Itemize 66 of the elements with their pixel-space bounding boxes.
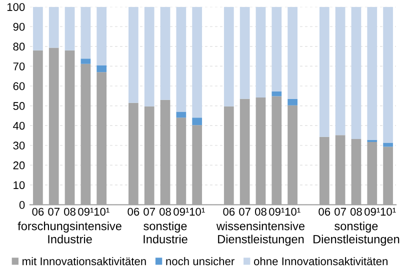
bar bbox=[96, 6, 107, 66]
bar bbox=[128, 6, 138, 103]
bar bbox=[176, 112, 186, 118]
text: sonstige Industrie bbox=[144, 222, 188, 244]
bar bbox=[272, 92, 282, 96]
bar bbox=[240, 6, 250, 99]
x-tick-label: 08 bbox=[254, 208, 266, 216]
bar bbox=[224, 6, 234, 106]
x-tick-label: 07 bbox=[144, 208, 155, 216]
bar bbox=[256, 6, 266, 98]
bar bbox=[335, 6, 346, 136]
bar bbox=[64, 6, 75, 50]
bar bbox=[48, 6, 59, 48]
y-tick-label: 40 bbox=[13, 122, 25, 130]
x-tick-label: 10¹ bbox=[94, 208, 110, 216]
x-tick-label: 07 bbox=[239, 208, 250, 216]
x-tick-label: 06 bbox=[32, 208, 44, 216]
x-tick-label: 06 bbox=[223, 208, 235, 216]
bar bbox=[33, 6, 43, 50]
bar bbox=[319, 6, 330, 137]
y-tick-label: 20 bbox=[13, 161, 25, 170]
text: sonstige Dienstleistungen bbox=[314, 222, 400, 246]
x-tick-label: 09¹ bbox=[174, 208, 189, 216]
bar bbox=[288, 6, 298, 99]
y-tick-label: 100 bbox=[7, 3, 25, 11]
bar bbox=[160, 6, 170, 100]
bar bbox=[367, 6, 378, 140]
x-tick-label: 06 bbox=[128, 208, 140, 216]
bar bbox=[367, 140, 378, 142]
x-tick-label: 08 bbox=[350, 208, 362, 216]
x-tick-label: 08 bbox=[64, 208, 76, 216]
x-tick-label: 10¹ bbox=[285, 208, 300, 216]
y-tick-label: 10 bbox=[14, 181, 25, 190]
bar bbox=[80, 6, 91, 59]
x-tick-label: 07 bbox=[48, 208, 60, 216]
y-tick-label: 80 bbox=[13, 42, 25, 51]
y-tick-label: 50 bbox=[13, 102, 25, 110]
x-tick-label: 06 bbox=[318, 208, 330, 216]
x-tick-label: 09¹ bbox=[269, 208, 284, 216]
bar bbox=[176, 6, 186, 112]
legend-label: mit Innovationsaktivitäten bbox=[22, 257, 146, 266]
bar bbox=[288, 98, 298, 106]
bar bbox=[96, 65, 107, 72]
x-tick-label: 09¹ bbox=[364, 208, 380, 216]
bar bbox=[272, 6, 282, 92]
y-tick-label: 90 bbox=[13, 22, 25, 31]
x-tick-label: 09¹ bbox=[78, 208, 94, 216]
bar bbox=[351, 6, 362, 140]
y-tick-label: 0 bbox=[19, 201, 25, 209]
bar bbox=[383, 142, 393, 147]
x-tick-label: 10¹ bbox=[190, 208, 205, 216]
bar bbox=[192, 6, 202, 118]
y-tick-label: 30 bbox=[13, 142, 25, 150]
bar bbox=[192, 118, 202, 126]
legend-label: noch unsicher bbox=[166, 257, 234, 266]
x-tick-label: 10¹ bbox=[380, 208, 396, 216]
x-tick-label: 07 bbox=[334, 208, 346, 216]
text: forschungsintensive Industrie bbox=[18, 222, 122, 244]
legend-label: ohne Innovationsaktivitäten bbox=[254, 257, 388, 266]
bar bbox=[383, 6, 393, 143]
y-tick-label: 60 bbox=[13, 82, 25, 90]
bar bbox=[80, 58, 91, 64]
y-tick-label: 70 bbox=[13, 62, 25, 70]
text: wissensintensive Dienstleistungen bbox=[216, 222, 305, 246]
x-tick-label: 08 bbox=[160, 208, 171, 216]
bar bbox=[144, 6, 154, 106]
